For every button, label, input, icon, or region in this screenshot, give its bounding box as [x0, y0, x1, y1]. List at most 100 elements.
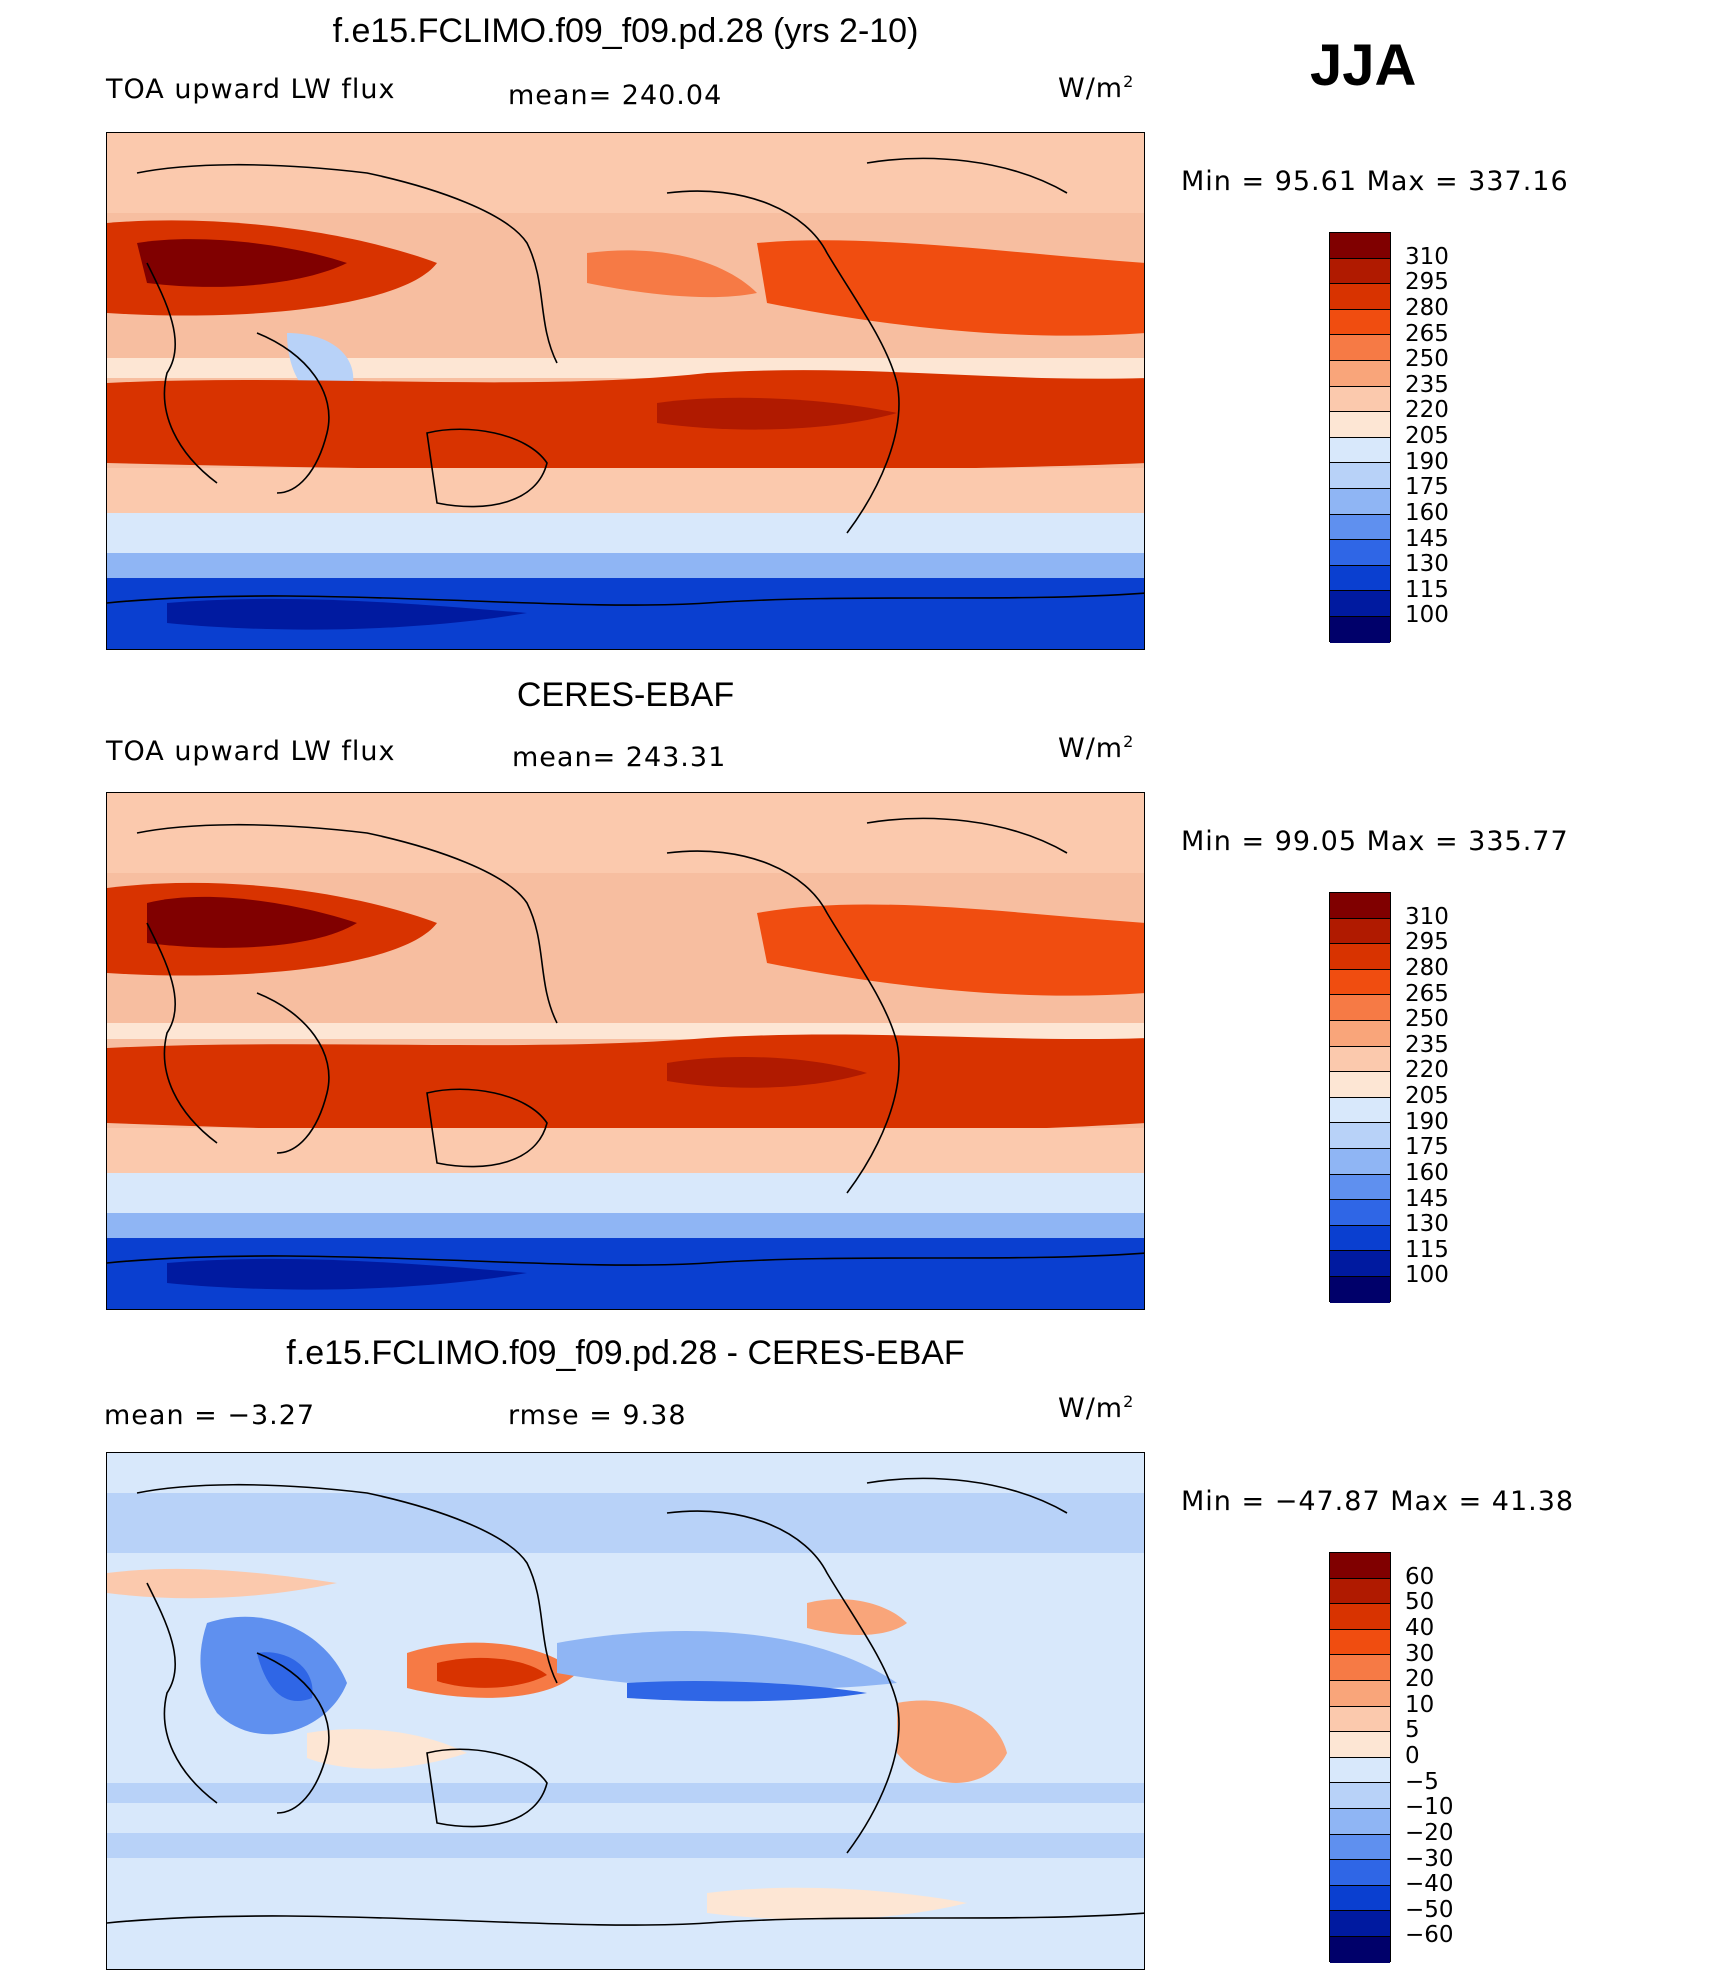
colorbar-tick-label: 5 — [1405, 1717, 1420, 1744]
panel-3-colorbar-swatch — [1330, 1604, 1390, 1630]
panel-3-colorbar-swatch — [1330, 1911, 1390, 1937]
panel-3-colorbar-swatch — [1330, 1680, 1390, 1707]
panel-1-colorbar-swatch — [1330, 412, 1390, 438]
colorbar-tick-label: 265 — [1405, 980, 1449, 1007]
panel-3-colorbar-swatch — [1330, 1732, 1390, 1758]
colorbar-tick-label: 250 — [1405, 1006, 1449, 1033]
colorbar-tick-label: −20 — [1405, 1819, 1454, 1846]
colorbar-tick-label: −50 — [1405, 1896, 1454, 1923]
panel-3-colorbar-swatch — [1330, 1629, 1390, 1656]
colorbar-tick-label: −40 — [1405, 1871, 1454, 1898]
panel-3-difference-map — [106, 1452, 1145, 1970]
panel-1-colorbar-swatch — [1330, 233, 1390, 259]
panel-1-colorbar-swatch — [1330, 463, 1390, 489]
colorbar-tick-label: 100 — [1405, 1262, 1449, 1289]
panel-1-colorbar-swatch — [1330, 540, 1390, 566]
panel-2-colorbar-swatch — [1330, 1123, 1390, 1149]
panel-1-colorbar-swatch — [1330, 258, 1390, 285]
panel-3-title: f.e15.FCLIMO.f09_f09.pd.28 - CERES-EBAF — [286, 1334, 965, 1372]
panel-3-colorbar-swatch — [1330, 1834, 1390, 1861]
colorbar-tick-label: 295 — [1405, 269, 1449, 296]
panel-3-colorbar-swatch — [1330, 1808, 1390, 1835]
colorbar-tick-label: 250 — [1405, 346, 1449, 373]
panel-1-colorbar-swatch — [1330, 309, 1390, 336]
colorbar-tick-label: 220 — [1405, 1057, 1449, 1084]
panel-3-colorbar-swatch — [1330, 1783, 1390, 1809]
colorbar-tick-label: 310 — [1405, 903, 1449, 930]
panel-3-colorbar-swatch — [1330, 1757, 1390, 1784]
colorbar-tick-label: 130 — [1405, 1211, 1449, 1238]
panel-1-colorbar-swatch — [1330, 284, 1390, 310]
panel-2-colorbar-swatch — [1330, 1251, 1390, 1277]
panel-3-rmse-label: rmse = 9.38 — [508, 1400, 687, 1431]
panel-2-colorbar-swatch — [1330, 1225, 1390, 1252]
colorbar-tick-label: 30 — [1405, 1640, 1435, 1667]
colorbar-tick-label: 0 — [1405, 1743, 1420, 1769]
panel-2-colorbar-swatch — [1330, 1020, 1390, 1047]
panel-3-colorbar-swatch — [1330, 1885, 1390, 1912]
colorbar-tick-label: −5 — [1405, 1768, 1439, 1795]
colorbar-tick-label: 265 — [1405, 320, 1449, 347]
colorbar-tick-label: 145 — [1405, 1185, 1449, 1212]
panel-2-colorbar-swatch — [1330, 918, 1390, 945]
colorbar-tick-label: 145 — [1405, 525, 1449, 552]
panel-1-colorbar-swatch — [1330, 514, 1390, 541]
colorbar-tick-label: 20 — [1405, 1666, 1435, 1693]
panel-3-units: W/m2 — [1058, 1392, 1135, 1424]
panel-1-variable-label: TOA upward LW flux — [106, 74, 396, 105]
panel-1-colorbar-swatch — [1330, 386, 1390, 413]
colorbar-tick-label: 280 — [1405, 294, 1449, 321]
colorbar-tick-label: 220 — [1405, 397, 1449, 424]
colorbar-tick-label: 115 — [1405, 576, 1449, 603]
panel-3-colorbar-swatch — [1330, 1860, 1390, 1886]
panel-3-colorbar — [1329, 1552, 1391, 1963]
colorbar-tick-label: 190 — [1405, 448, 1449, 475]
colorbar-tick-label: 295 — [1405, 929, 1449, 956]
colorbar-tick-label: 190 — [1405, 1108, 1449, 1135]
panel-3-colorbar-swatch — [1330, 1706, 1390, 1733]
panel-1-minmax: Min = 95.61 Max = 337.16 — [1181, 166, 1569, 197]
panel-1-mean-label: mean= 240.04 — [508, 80, 723, 111]
colorbar-tick-label: 235 — [1405, 1031, 1449, 1058]
colorbar-tick-label: 50 — [1405, 1589, 1435, 1616]
panel-1-colorbar-swatch — [1330, 591, 1390, 617]
panel-2-colorbar-swatch — [1330, 1072, 1390, 1098]
panel-2-colorbar-swatch — [1330, 1148, 1390, 1175]
colorbar-tick-label: 175 — [1405, 474, 1449, 501]
colorbar-tick-label: 205 — [1405, 423, 1449, 449]
panel-2-observation-map — [106, 792, 1145, 1310]
panel-2-title: CERES-EBAF — [516, 676, 735, 714]
colorbar-tick-label: 40 — [1405, 1614, 1435, 1641]
panel-2-colorbar-swatch — [1330, 1097, 1390, 1124]
colorbar-tick-label: −30 — [1405, 1845, 1454, 1872]
colorbar-tick-label: 160 — [1405, 1159, 1449, 1186]
colorbar-tick-label: 100 — [1405, 602, 1449, 629]
panel-3-minmax: Min = −47.87 Max = 41.38 — [1181, 1486, 1575, 1517]
panel-2-colorbar-swatch — [1330, 1046, 1390, 1073]
panel-2-mean-label: mean= 243.31 — [512, 742, 727, 773]
colorbar-tick-label: 205 — [1405, 1083, 1449, 1109]
panel-2-colorbar-swatch — [1330, 893, 1390, 919]
panel-1-colorbar-swatch — [1330, 335, 1390, 361]
panel-1-colorbar-swatch — [1330, 360, 1390, 387]
panel-3-mean-label: mean = −3.27 — [104, 1400, 316, 1431]
colorbar-tick-label: 60 — [1405, 1563, 1435, 1590]
panel-3-colorbar-swatch — [1330, 1553, 1390, 1579]
panel-3-colorbar-swatch — [1330, 1936, 1390, 1963]
colorbar-tick-label: 160 — [1405, 499, 1449, 526]
panel-3-colorbar-swatch — [1330, 1578, 1390, 1605]
panel-1-colorbar-swatch — [1330, 437, 1390, 464]
colorbar-tick-label: 310 — [1405, 243, 1449, 270]
panel-2-colorbar-swatch — [1330, 969, 1390, 996]
panel-1-model-map — [106, 132, 1145, 650]
panel-1-colorbar-swatch — [1330, 488, 1390, 515]
panel-2-colorbar-swatch — [1330, 944, 1390, 970]
colorbar-tick-label: 280 — [1405, 954, 1449, 981]
panel-3-colorbar-swatch — [1330, 1655, 1390, 1681]
panel-2-units: W/m2 — [1058, 732, 1135, 764]
colorbar-tick-label: −10 — [1405, 1794, 1454, 1821]
colorbar-tick-label: 10 — [1405, 1691, 1435, 1718]
panel-2-colorbar-swatch — [1330, 995, 1390, 1021]
panel-1-colorbar-swatch — [1330, 616, 1390, 643]
colorbar-tick-label: 175 — [1405, 1134, 1449, 1161]
